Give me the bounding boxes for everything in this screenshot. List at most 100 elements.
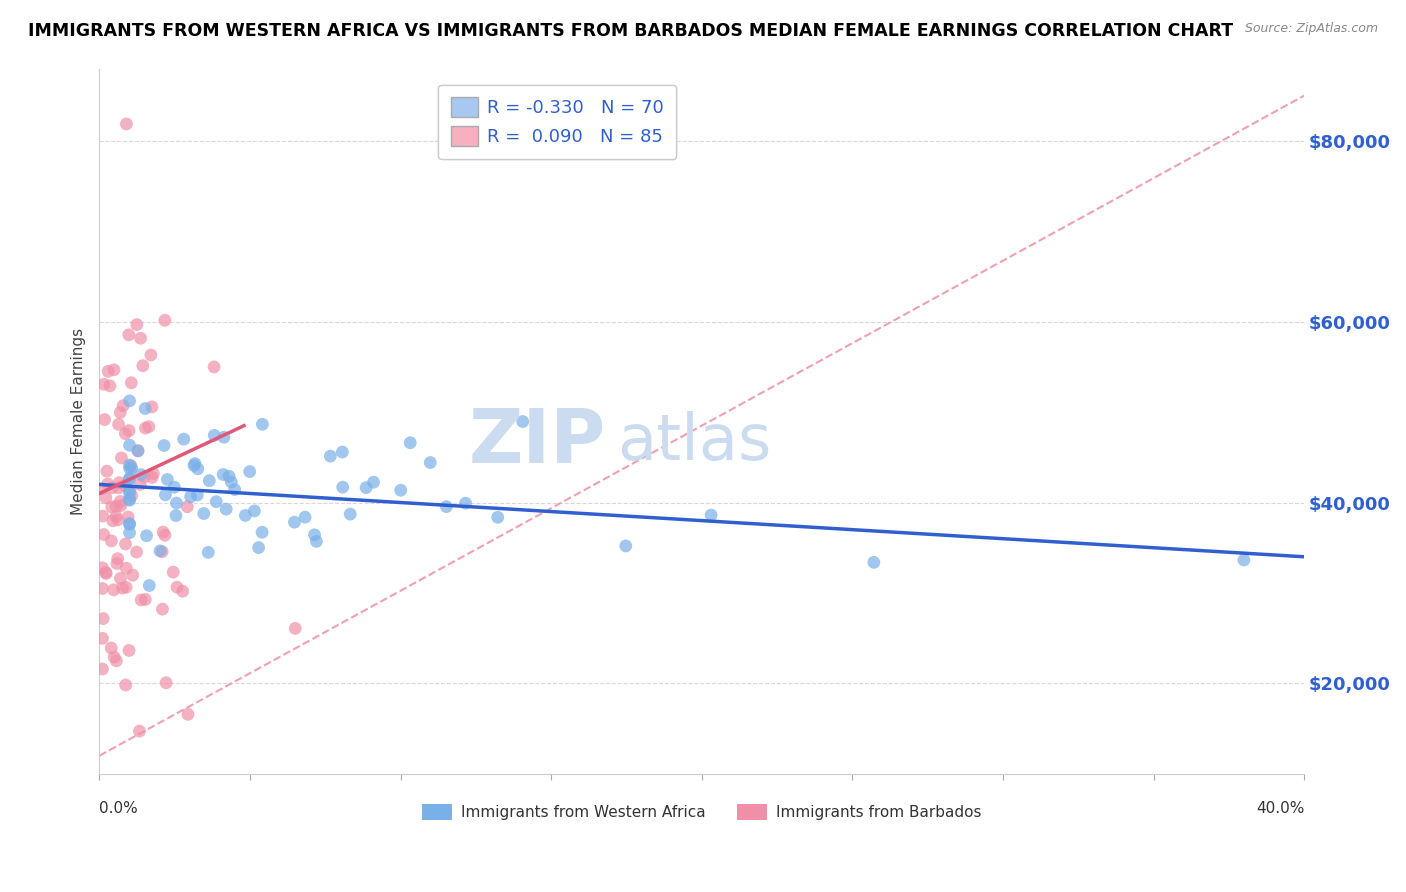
- Point: [153, 528, 176, 542]
- Point: [93, 527, 115, 541]
- Point: [150, 544, 173, 558]
- Y-axis label: Median Female Earnings: Median Female Earnings: [72, 327, 86, 515]
- Point: [97, 364, 120, 378]
- Point: [486, 510, 509, 524]
- Point: [141, 400, 163, 414]
- Point: [155, 675, 177, 690]
- Point: [111, 581, 134, 595]
- Point: [165, 508, 187, 523]
- Point: [118, 643, 141, 657]
- Point: [101, 514, 124, 528]
- Point: [94, 491, 117, 505]
- Point: [118, 438, 141, 452]
- Point: [114, 537, 136, 551]
- Point: [221, 475, 243, 489]
- Point: [193, 507, 215, 521]
- Point: [700, 508, 723, 522]
- Point: [330, 445, 353, 459]
- Point: [153, 313, 176, 327]
- Point: [108, 481, 131, 495]
- Point: [173, 432, 195, 446]
- Point: [163, 480, 186, 494]
- Point: [118, 486, 141, 500]
- Point: [247, 541, 270, 555]
- Point: [339, 507, 361, 521]
- Point: [284, 621, 307, 635]
- Point: [110, 572, 132, 586]
- Point: [132, 359, 155, 373]
- Point: [153, 438, 176, 452]
- Point: [134, 401, 156, 416]
- Point: [252, 417, 274, 432]
- Point: [149, 544, 172, 558]
- Point: [177, 707, 200, 722]
- Point: [127, 443, 149, 458]
- Point: [105, 654, 128, 668]
- Point: [614, 539, 637, 553]
- Point: [243, 504, 266, 518]
- Point: [212, 430, 235, 444]
- Point: [118, 516, 141, 531]
- Point: [101, 481, 124, 495]
- Point: [107, 513, 129, 527]
- Point: [138, 578, 160, 592]
- Point: [354, 481, 377, 495]
- Point: [127, 443, 149, 458]
- Point: [121, 461, 143, 475]
- Point: [224, 483, 246, 497]
- Point: [212, 467, 235, 482]
- Point: [134, 469, 156, 483]
- Point: [105, 557, 128, 571]
- Point: [118, 471, 141, 485]
- Point: [155, 488, 177, 502]
- Point: [107, 417, 129, 432]
- Point: [117, 510, 139, 524]
- Point: [118, 327, 141, 342]
- Point: [114, 678, 136, 692]
- Point: [91, 611, 114, 625]
- Point: [91, 561, 114, 575]
- Point: [104, 500, 127, 514]
- Point: [129, 467, 152, 482]
- Point: [129, 477, 152, 491]
- Point: [134, 592, 156, 607]
- Point: [205, 494, 228, 508]
- Point: [139, 348, 162, 362]
- Point: [197, 545, 219, 559]
- Point: [319, 449, 342, 463]
- Point: [138, 419, 160, 434]
- Point: [129, 593, 152, 607]
- Point: [186, 488, 208, 502]
- Point: [129, 331, 152, 345]
- Point: [134, 421, 156, 435]
- Point: [97, 477, 120, 491]
- Text: IMMIGRANTS FROM WESTERN AFRICA VS IMMIGRANTS FROM BARBADOS MEDIAN FEMALE EARNING: IMMIGRANTS FROM WESTERN AFRICA VS IMMIGR…: [28, 22, 1233, 40]
- Text: 40.0%: 40.0%: [1256, 801, 1305, 815]
- Point: [98, 379, 121, 393]
- Point: [512, 415, 534, 429]
- Point: [152, 524, 174, 539]
- Point: [91, 482, 114, 496]
- Point: [166, 580, 188, 594]
- Point: [104, 509, 127, 524]
- Point: [399, 435, 422, 450]
- Point: [91, 632, 114, 646]
- Point: [115, 580, 138, 594]
- Point: [118, 491, 141, 506]
- Point: [305, 534, 328, 549]
- Text: 0.0%: 0.0%: [100, 801, 138, 815]
- Point: [202, 428, 225, 442]
- Point: [115, 561, 138, 575]
- Point: [108, 405, 131, 419]
- Point: [110, 499, 132, 513]
- Point: [118, 483, 141, 498]
- Point: [434, 500, 457, 514]
- Point: [218, 469, 240, 483]
- Point: [180, 490, 202, 504]
- Point: [135, 529, 157, 543]
- Text: atlas: atlas: [617, 411, 772, 474]
- Point: [93, 412, 115, 426]
- Point: [142, 467, 165, 481]
- Point: [115, 117, 138, 131]
- Point: [121, 488, 143, 502]
